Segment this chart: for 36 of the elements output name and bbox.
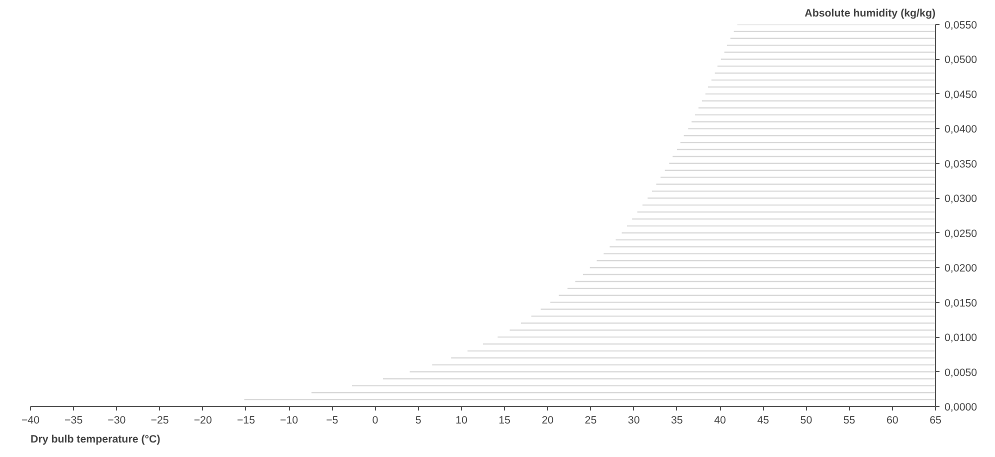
x-tick-label: 35	[671, 414, 683, 426]
x-tick-label: 30	[628, 414, 640, 426]
y-tick-label: 0,0350	[944, 158, 978, 170]
x-tick-label: 65	[930, 414, 942, 426]
y-axis-title: Absolute humidity (kg/kg)	[804, 8, 936, 20]
y-tick-label: 0,0150	[944, 297, 978, 310]
x-tick-label: −25	[150, 414, 169, 426]
x-tick-label: 40	[714, 414, 726, 426]
x-tick-label: 50	[800, 414, 812, 426]
x-tick-label: 10	[456, 414, 468, 426]
x-tick-label: −30	[108, 414, 126, 426]
x-tick-label: 20	[542, 414, 554, 426]
x-tick-label: −20	[194, 414, 212, 426]
x-tick-label: −35	[64, 414, 83, 426]
x-tick-label: 0	[372, 414, 378, 426]
y-tick-label: 0,0550	[944, 20, 978, 32]
x-tick-label: 15	[498, 414, 511, 426]
x-tick-label: 25	[584, 414, 597, 426]
y-tick-label: 0,0000	[944, 402, 978, 414]
y-tick-label: 0,0050	[944, 366, 978, 379]
y-tick-label: 0,0300	[944, 193, 978, 206]
x-tick-label: −15	[236, 414, 256, 426]
x-tick-label: 5	[415, 414, 422, 426]
x-tick-label: −10	[280, 414, 298, 426]
x-tick-label: 55	[843, 414, 856, 426]
y-tick-label: 0,0500	[944, 54, 978, 66]
x-tick-label: −5	[326, 414, 338, 426]
y-tick-label: 0,0200	[944, 262, 978, 275]
y-tick-label: 0,0250	[944, 228, 978, 240]
x-tick-label: 45	[757, 414, 770, 426]
x-tick-label: 60	[886, 414, 898, 426]
x-axis-title: Dry bulb temperature (°C)	[30, 434, 161, 446]
x-tick-label: −40	[21, 414, 40, 426]
y-tick-label: 0,0100	[944, 332, 978, 344]
y-tick-label: 0,0450	[944, 88, 978, 101]
y-tick-label: 0,0400	[944, 124, 978, 136]
